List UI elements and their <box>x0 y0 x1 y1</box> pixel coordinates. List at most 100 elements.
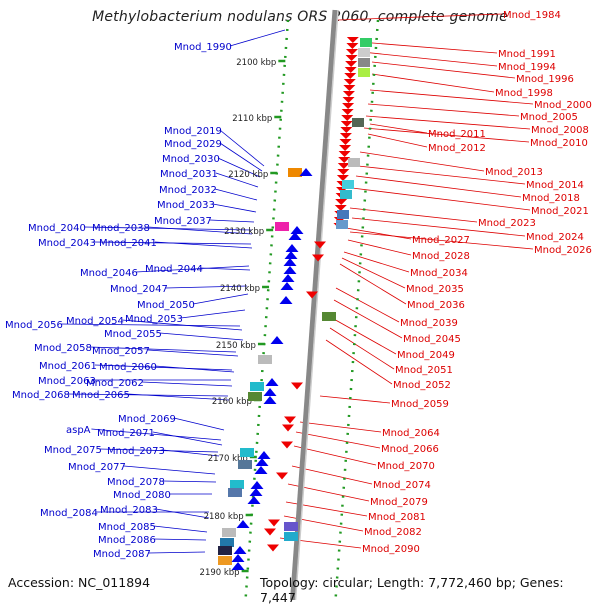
right-gene-label: Mnod_2066 <box>381 444 439 455</box>
left-gene-label: Mnod_2044 <box>145 264 203 275</box>
connector-lines <box>60 13 534 554</box>
left-gene-label: Mnod_2029 <box>164 139 222 150</box>
gene-arrow <box>281 274 295 282</box>
right-gene-label: Mnod_2012 <box>428 143 486 154</box>
right-connector <box>357 165 526 185</box>
kbp-tick-label: 2150 kbp <box>216 341 256 351</box>
left-connector <box>219 142 263 172</box>
left-gene-label: Mnod_2050 <box>137 300 195 311</box>
right-connector <box>365 115 531 130</box>
gene-box <box>250 382 264 391</box>
left-gene-label: Mnod_2030 <box>162 154 220 165</box>
left-gene-label: Mnod_2075 <box>44 445 102 456</box>
left-gene-label: Mnod_2043 <box>38 238 96 249</box>
left-connector <box>147 226 253 235</box>
gene-arrow <box>263 396 277 404</box>
right-connector <box>335 287 400 323</box>
left-connector <box>123 465 216 475</box>
right-connector <box>369 89 534 105</box>
left-connector <box>214 188 258 201</box>
right-connector <box>359 151 485 172</box>
topology-text: Topology: circular; Length: 7,772,460 bp… <box>260 575 564 605</box>
gene-arrow <box>283 258 297 266</box>
right-gene-label: Mnod_2052 <box>393 380 451 391</box>
left-gene-label: Mnod_2084 <box>40 508 98 519</box>
left-connector <box>147 349 239 357</box>
right-connector <box>351 217 526 237</box>
right-gene-label: Mnod_2036 <box>407 300 465 311</box>
gene-arrow <box>276 472 288 480</box>
right-connector <box>329 327 395 370</box>
right-gene-label: Mnod_1984 <box>503 10 561 21</box>
right-gene-label: Mnod_2059 <box>391 399 449 410</box>
gene-box <box>240 448 254 457</box>
right-gene-label: Mnod_2079 <box>370 497 428 508</box>
gene-arrow <box>343 79 356 85</box>
gene-arrow <box>288 232 302 240</box>
gene-arrow <box>285 244 299 252</box>
left-gene-label: Mnod_2062 <box>86 378 144 389</box>
kbp-tick-label: 2160 kbp <box>212 397 252 407</box>
gene-arrow <box>346 43 359 49</box>
left-connector <box>94 364 233 371</box>
right-gene-label: Mnod_2045 <box>403 334 461 345</box>
kbp-tick-label: 2100 kbp <box>236 58 276 68</box>
right-gene-label: Mnod_2000 <box>534 100 592 111</box>
gene-arrow <box>290 226 304 234</box>
left-connector <box>121 319 243 331</box>
gene-arrow <box>338 151 351 157</box>
left-gene-label: aspA <box>66 425 91 436</box>
gene-box <box>284 522 298 531</box>
left-gene-label: Mnod_2060 <box>99 362 157 373</box>
gene-arrow <box>343 85 356 91</box>
kbp-tick-label: 2170 kbp <box>208 454 248 464</box>
right-connector <box>371 73 495 93</box>
gene-features <box>218 37 372 570</box>
right-gene-label: Mnod_2005 <box>520 112 578 123</box>
left-gene-label: Mnod_2065 <box>72 390 130 401</box>
right-gene-label: Mnod_2028 <box>412 251 470 262</box>
right-connector <box>369 123 428 134</box>
left-gene-label: Mnod_2077 <box>68 462 126 473</box>
gene-box <box>358 68 370 77</box>
gene-box <box>358 48 370 57</box>
gene-arrow <box>312 254 324 262</box>
gene-arrow <box>341 109 354 115</box>
gene-box <box>228 488 242 497</box>
left-connector <box>154 365 235 373</box>
left-connector <box>153 538 207 541</box>
right-connector <box>293 445 377 466</box>
gene-arrow <box>279 296 293 304</box>
right-gene-label: Mnod_2013 <box>485 167 543 178</box>
left-gene-label: Mnod_2031 <box>160 169 218 180</box>
right-gene-label: Mnod_2010 <box>530 138 588 149</box>
gene-arrow <box>306 291 318 299</box>
gene-arrow <box>335 199 348 205</box>
right-gene-label: Mnod_2021 <box>531 206 589 217</box>
left-connector <box>155 508 210 519</box>
right-gene-label: Mnod_1994 <box>498 62 556 73</box>
gene-box <box>340 190 352 199</box>
right-connector <box>341 257 406 289</box>
left-connector <box>141 381 233 387</box>
gene-arrow <box>344 73 357 79</box>
gene-arrow <box>340 127 353 133</box>
kbp-tick-label: 2120 kbp <box>228 170 268 180</box>
right-gene-label: Mnod_2018 <box>522 193 580 204</box>
right-gene-label: Mnod_1991 <box>498 49 556 60</box>
gene-arrow <box>284 416 296 424</box>
gene-box <box>275 222 289 231</box>
right-connector <box>347 239 412 256</box>
genome-backbone <box>290 9 339 600</box>
right-connector <box>299 421 382 433</box>
left-connector <box>173 417 225 431</box>
gene-arrow <box>337 163 350 169</box>
gene-box <box>352 118 364 127</box>
gene-box <box>358 58 370 67</box>
gene-arrow <box>338 157 351 163</box>
gene-arrow <box>257 451 271 459</box>
right-gene-label: Mnod_2074 <box>373 480 431 491</box>
left-gene-label: Mnod_2061 <box>39 361 97 372</box>
left-connector <box>212 203 257 213</box>
backbone-highlight <box>294 9 339 600</box>
